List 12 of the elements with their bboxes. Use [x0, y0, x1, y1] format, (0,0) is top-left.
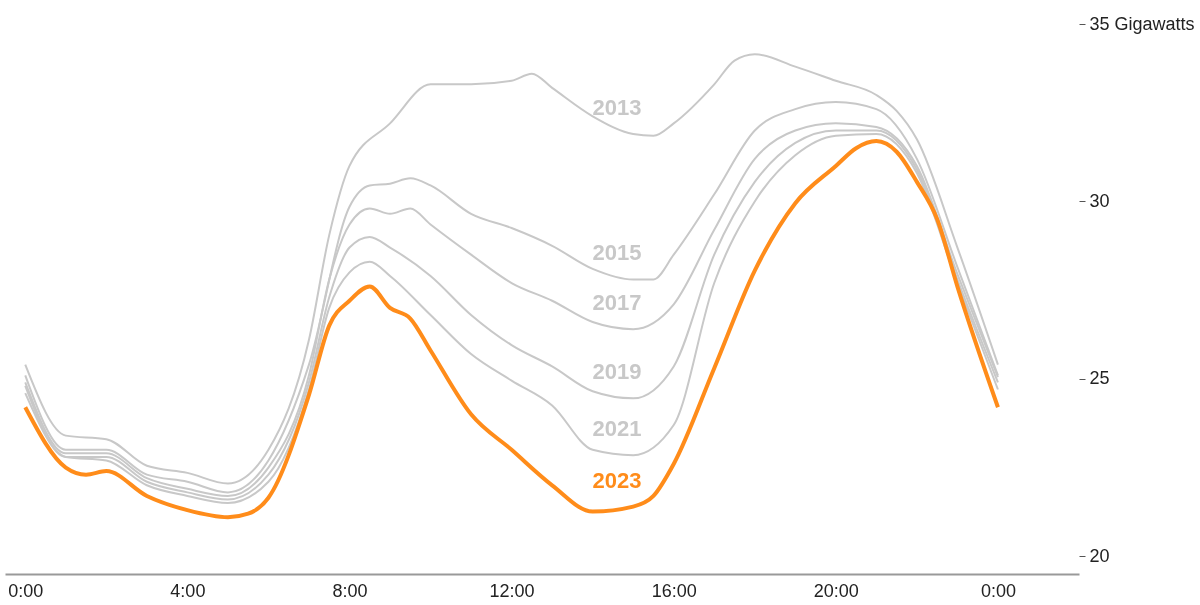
x-tick-label: 12:00: [489, 580, 535, 601]
x-tick-label: 8:00: [332, 580, 368, 601]
y-tick-label: 35 Gigawatts: [1089, 13, 1195, 34]
x-tick-label: 4:00: [170, 580, 206, 601]
series-label: 2023: [592, 467, 642, 493]
y-tick-label: 25: [1089, 368, 1110, 389]
x-tick-label: 16:00: [651, 580, 697, 601]
x-tick-label: 20:00: [813, 580, 859, 601]
x-tick-label: 0:00: [980, 580, 1016, 601]
y-tick-label: 30: [1089, 190, 1110, 211]
x-tick-label: 0:00: [8, 580, 44, 601]
y-tick-label: 20: [1089, 545, 1110, 566]
